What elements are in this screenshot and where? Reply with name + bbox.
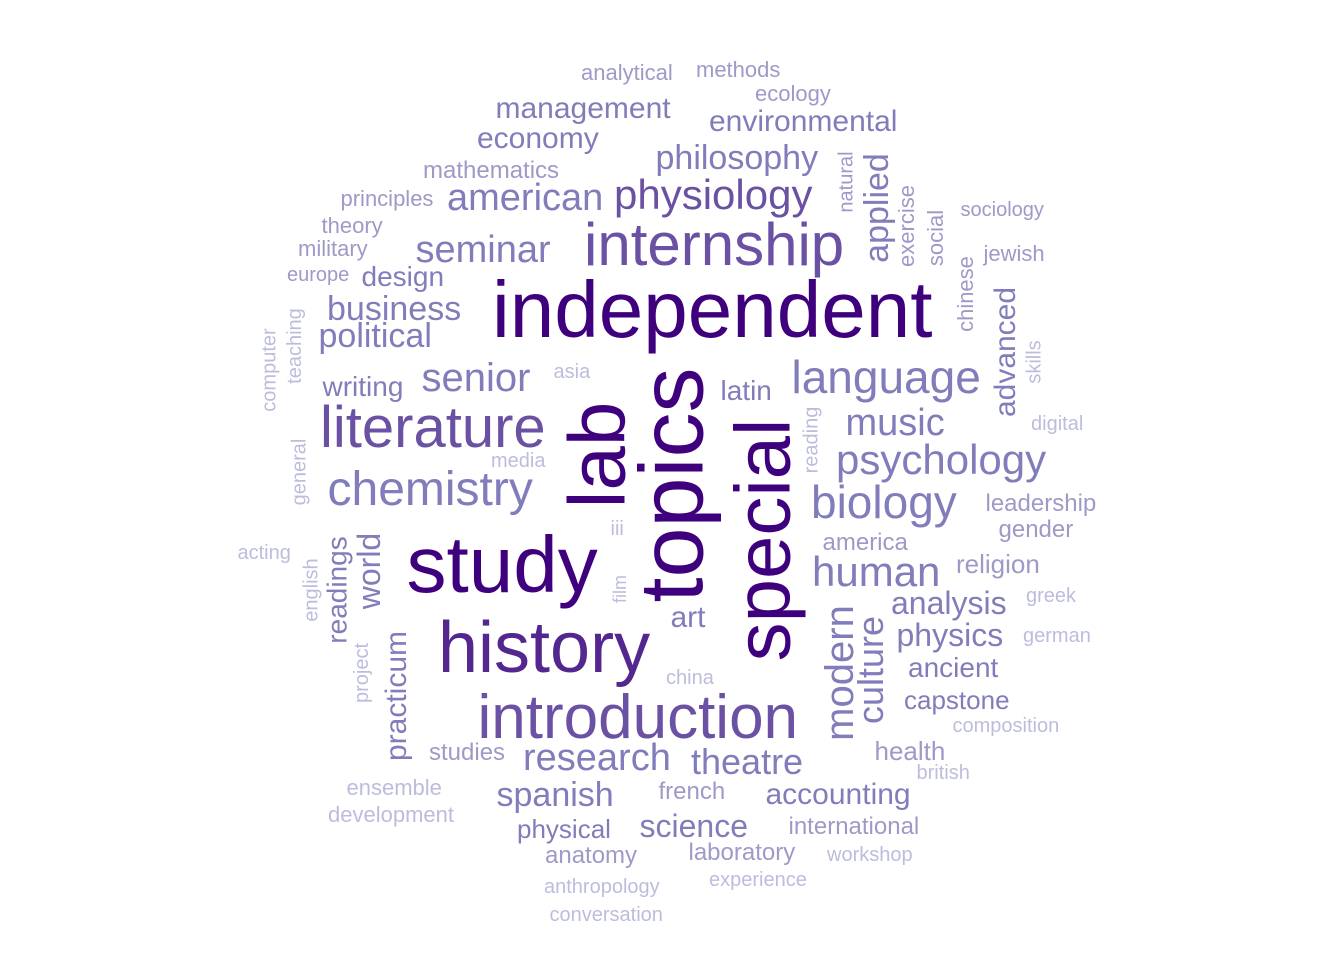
word-study: study <box>406 520 598 609</box>
word-physical: physical <box>517 814 611 844</box>
word-political: political <box>318 317 432 355</box>
word-research: research <box>523 737 671 779</box>
word-music: music <box>845 402 945 444</box>
word-practicum: practicum <box>380 630 414 762</box>
word-internship: internship <box>584 211 845 278</box>
word-sociology: sociology <box>960 199 1044 221</box>
word-special: special <box>717 418 806 662</box>
word-physics: physics <box>896 617 1004 653</box>
word-german: german <box>1023 625 1091 647</box>
word-theory: theory <box>321 213 383 238</box>
word-health: health <box>874 736 946 766</box>
word-latin: latin <box>720 375 772 406</box>
word-gender: gender <box>998 516 1074 543</box>
word-senior: senior <box>421 356 531 400</box>
word-experience: experience <box>709 869 807 891</box>
word-seminar: seminar <box>415 229 551 271</box>
word-media: media <box>491 450 546 472</box>
word-art: art <box>670 601 706 634</box>
word-physiology: physiology <box>614 171 813 218</box>
word-philosophy: philosophy <box>655 139 819 177</box>
word-applied: applied <box>857 153 896 263</box>
word-anatomy: anatomy <box>545 842 638 869</box>
word-independent: independent <box>492 265 933 354</box>
word-social: social <box>923 209 949 267</box>
word-introduction: introduction <box>477 683 799 752</box>
word-analytical: analytical <box>581 60 673 85</box>
word-ensemble: ensemble <box>346 775 442 800</box>
word-design: design <box>361 261 445 292</box>
word-international: international <box>788 813 920 840</box>
word-capstone: capstone <box>904 685 1010 715</box>
word-natural: natural <box>835 151 858 213</box>
word-mathematics: mathematics <box>423 157 560 184</box>
word-methods: methods <box>696 57 781 82</box>
word-computer: computer <box>258 328 281 412</box>
word-ecology: ecology <box>755 81 831 106</box>
word-military: military <box>298 236 368 261</box>
word-america: america <box>822 529 908 556</box>
word-biology: biology <box>811 476 957 528</box>
word-business: business <box>327 290 462 328</box>
word-environmental: environmental <box>709 105 898 138</box>
word-composition: composition <box>952 715 1060 737</box>
word-advanced: advanced <box>989 286 1023 418</box>
word-english: english <box>300 558 323 622</box>
word-accounting: accounting <box>765 778 911 811</box>
word-chinese: chinese <box>952 256 978 332</box>
word-management: management <box>495 92 671 125</box>
word-project: project <box>351 642 374 704</box>
word-china: china <box>666 667 714 689</box>
word-greek: greek <box>1026 585 1077 607</box>
word-workshop: workshop <box>827 844 913 866</box>
word-anthropology: anthropology <box>544 876 660 898</box>
word-europe: europe <box>287 264 350 286</box>
word-history: history <box>438 608 651 688</box>
word-french: french <box>658 778 726 805</box>
word-iii: iii <box>610 518 624 540</box>
word-ancient: ancient <box>908 652 999 683</box>
word-studies: studies <box>429 739 506 766</box>
word-religion: religion <box>956 549 1040 579</box>
word-readings: readings <box>321 536 353 644</box>
word-chemistry: chemistry <box>327 463 533 516</box>
word-teaching: teaching <box>283 308 306 384</box>
word-leadership: leadership <box>985 490 1097 517</box>
word-theatre: theatre <box>691 741 804 782</box>
word-principles: principles <box>340 186 434 211</box>
word-digital: digital <box>1031 413 1084 435</box>
word-development: development <box>328 802 454 827</box>
word-acting: acting <box>237 542 291 564</box>
word-american: american <box>447 177 604 219</box>
word-asia: asia <box>553 361 591 383</box>
word-writing: writing <box>322 371 404 402</box>
word-economy: economy <box>477 122 599 155</box>
word-world: world <box>351 532 388 610</box>
word-human: human <box>812 548 941 595</box>
word-spanish: spanish <box>496 776 614 814</box>
word-laboratory: laboratory <box>688 839 796 866</box>
word-skills: skills <box>1023 340 1046 384</box>
word-conversation: conversation <box>549 904 663 926</box>
word-exercise: exercise <box>893 185 919 267</box>
word-literature: literature <box>320 395 546 460</box>
word-film: film <box>610 575 630 603</box>
word-lab: lab <box>551 401 641 509</box>
word-general: general <box>287 438 310 506</box>
word-culture: culture <box>850 615 892 725</box>
word-language: language <box>791 351 981 403</box>
word-science: science <box>639 808 749 844</box>
word-analysis: analysis <box>891 585 1007 621</box>
word-british: british <box>916 762 970 784</box>
word-psychology: psychology <box>836 436 1047 483</box>
word-reading: reading <box>799 406 822 474</box>
word-jewish: jewish <box>983 241 1045 266</box>
